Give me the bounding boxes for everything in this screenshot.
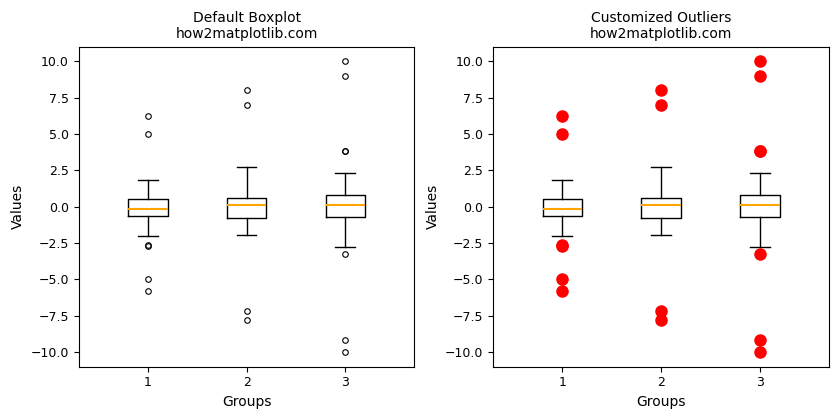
Title: Customized Outliers
how2matplotlib.com: Customized Outliers how2matplotlib.com	[590, 11, 732, 41]
X-axis label: Groups: Groups	[222, 395, 271, 409]
Y-axis label: Values: Values	[11, 184, 25, 229]
X-axis label: Groups: Groups	[636, 395, 685, 409]
Y-axis label: Values: Values	[426, 184, 439, 229]
Title: Default Boxplot
how2matplotlib.com: Default Boxplot how2matplotlib.com	[176, 11, 318, 41]
